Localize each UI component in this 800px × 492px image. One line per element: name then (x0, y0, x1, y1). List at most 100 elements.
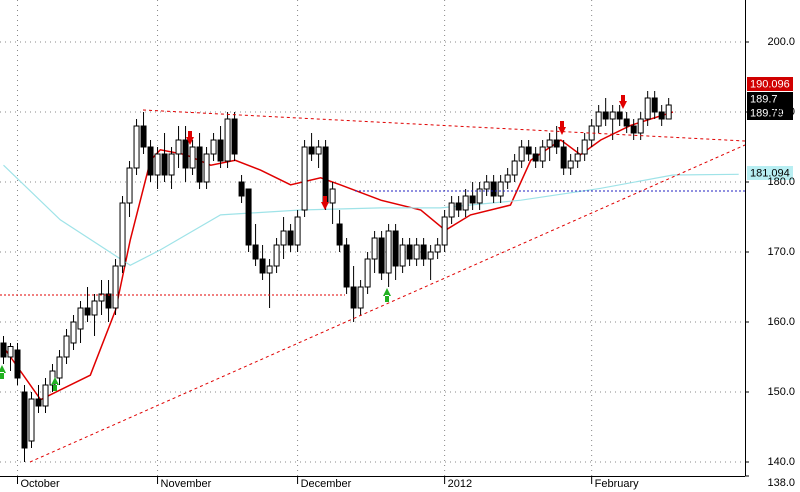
candle-body (413, 244, 420, 260)
candle-body (651, 97, 658, 113)
indicator-line (3, 164, 739, 266)
candle-body (210, 139, 217, 155)
price-box (747, 77, 793, 91)
candle-body (399, 244, 406, 267)
candle-body (42, 384, 49, 407)
candle-body (441, 216, 448, 246)
y-tick-label: 190.0 (767, 106, 795, 118)
candle-body (385, 230, 392, 274)
candle-body (448, 202, 455, 218)
price-label: 190.096 (750, 78, 790, 90)
candle-body (63, 335, 70, 358)
candle-body (231, 118, 238, 155)
candle-body (476, 188, 483, 204)
x-tick-label: December (301, 478, 352, 490)
price-box (747, 106, 793, 120)
candle-body (329, 188, 336, 204)
candle-body (126, 167, 133, 204)
candle-body (77, 307, 84, 330)
candle-body (539, 146, 546, 162)
candle-body (623, 118, 630, 127)
candle-body (280, 230, 287, 246)
candle-body (357, 286, 364, 309)
candle-body (168, 153, 175, 176)
price-labels: 190.096 189.7 189.79 181.094 (747, 77, 793, 180)
candle-body (266, 265, 273, 274)
sell-arrow (619, 95, 627, 109)
y-tick-label: 180.0 (767, 176, 795, 188)
candle-body (525, 146, 532, 155)
candle-body (567, 160, 574, 169)
candle-body (406, 244, 413, 260)
x-tick-label: February (595, 478, 640, 490)
candle-body (322, 146, 329, 204)
candle-body (70, 321, 77, 344)
candle-body (308, 146, 315, 155)
candle-body (469, 195, 476, 204)
y-tick-label: 140.0 (767, 456, 795, 468)
candle-body (658, 111, 665, 120)
sell-arrow (558, 121, 566, 135)
candle-body (238, 181, 245, 197)
candle-body (294, 216, 301, 246)
y-tick-label: 150.0 (767, 386, 795, 398)
candle-body (490, 181, 497, 197)
candle-body (175, 139, 182, 155)
candle-body (245, 188, 252, 246)
candle-body (378, 237, 385, 274)
candle-body (28, 398, 35, 442)
candle-body (630, 125, 637, 134)
candle-body (98, 293, 105, 302)
candle-body (161, 153, 168, 176)
trend-line (142, 109, 746, 142)
candle-body (154, 153, 161, 176)
candle-body (196, 146, 203, 183)
candle-body (434, 244, 441, 253)
candle-body (119, 202, 126, 267)
candle-body (133, 125, 140, 169)
price-label: 189.7 (750, 93, 778, 105)
candle-body (455, 202, 462, 211)
candle-body (364, 258, 371, 288)
price-box (747, 166, 793, 180)
candle-body (343, 244, 350, 288)
candle-body (56, 356, 63, 379)
candle-body (7, 346, 14, 358)
candle-body (35, 398, 42, 407)
candle-body (14, 349, 21, 379)
candle-body (350, 286, 357, 309)
candle-body (511, 160, 518, 176)
candle-body (0, 342, 7, 358)
candle-body (217, 139, 224, 162)
candle-body (462, 195, 469, 211)
x-tick-label: October (21, 478, 60, 490)
x-tick-label: November (161, 478, 212, 490)
candle-body (224, 118, 231, 162)
candle-body (427, 251, 434, 260)
buy-arrow (383, 288, 391, 302)
candle-body (203, 153, 210, 183)
candle-body (147, 146, 154, 176)
trend-line (29, 144, 746, 463)
candle-body (546, 139, 553, 148)
y-tick-label: 200.0 (767, 36, 795, 48)
candle-body (182, 139, 189, 169)
candle-body (273, 244, 280, 267)
plot-area (0, 0, 745, 476)
candle-body (518, 146, 525, 162)
candle-body (140, 125, 147, 148)
candle-body (560, 146, 567, 169)
y-tick-label: 170.0 (767, 246, 795, 258)
candle-body (252, 244, 259, 260)
candle-body (602, 111, 609, 120)
candle-body (336, 223, 343, 246)
candle-body (644, 97, 651, 120)
candle-body (392, 230, 399, 267)
candle-body (609, 111, 616, 120)
candle-body (581, 139, 588, 155)
y-tick-label: 160.0 (767, 316, 795, 328)
candle-body (259, 258, 266, 274)
x-tick-label: 2012 (448, 478, 472, 490)
sell-arrow (186, 131, 194, 145)
candle-body (665, 104, 672, 120)
